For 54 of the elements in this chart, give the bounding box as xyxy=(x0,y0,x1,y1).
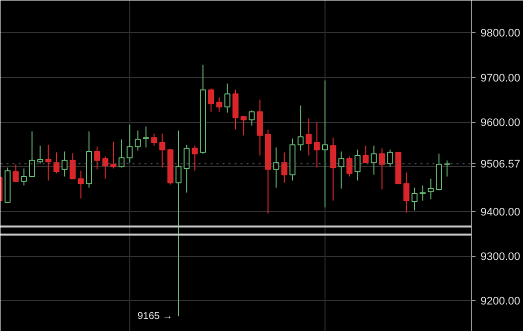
candlestick xyxy=(94,146,100,170)
y-tick-label: 9700.00 xyxy=(480,72,520,84)
candlestick xyxy=(420,184,426,202)
candlestick xyxy=(248,110,255,126)
candlestick xyxy=(444,160,450,177)
candlestick xyxy=(110,141,116,169)
candlestick xyxy=(354,149,361,182)
candlestick xyxy=(62,150,68,177)
candlestick xyxy=(12,164,19,183)
candlestick xyxy=(306,118,312,156)
y-tick-label: 9400.00 xyxy=(480,206,520,218)
candlestick xyxy=(346,156,352,177)
candlestick xyxy=(216,96,222,112)
candlestick xyxy=(176,130,182,317)
candlestick xyxy=(403,172,410,214)
candlestick xyxy=(256,99,263,156)
annotation: 9165 → xyxy=(138,310,173,322)
candlestick xyxy=(314,122,320,168)
candlestick xyxy=(232,89,239,130)
candlestick xyxy=(159,133,166,168)
ref-line-label: 9506.57 xyxy=(480,158,520,171)
candlestick xyxy=(134,130,141,152)
candlestick xyxy=(53,152,60,174)
candlestick xyxy=(338,150,344,190)
y-tick-label: 9800.00 xyxy=(480,28,520,40)
candlestick xyxy=(387,149,394,168)
candlestick xyxy=(70,152,76,180)
candlestick xyxy=(78,170,84,199)
candlestick xyxy=(330,137,336,202)
candlestick xyxy=(412,187,418,211)
candlestick xyxy=(362,145,369,164)
candlestick xyxy=(192,145,198,172)
candlestick xyxy=(298,104,304,152)
candlestick xyxy=(378,148,385,190)
candlestick xyxy=(151,133,158,146)
candlestick xyxy=(20,168,27,186)
candlestick xyxy=(184,144,190,194)
y-tick-label: 9600.00 xyxy=(480,117,520,129)
candlestick xyxy=(208,88,214,112)
y-tick-label: 9300.00 xyxy=(480,251,520,264)
candlestick xyxy=(240,115,247,136)
candlestick xyxy=(37,145,44,164)
candlestick xyxy=(428,178,434,200)
candlestick xyxy=(126,124,133,164)
candlestick xyxy=(29,130,36,177)
candlestick xyxy=(102,156,108,180)
candlestick xyxy=(224,83,230,114)
candlestick xyxy=(273,146,280,188)
candlestick xyxy=(370,145,377,176)
y-tick-label: 9200.00 xyxy=(480,296,520,308)
candlestick xyxy=(118,138,125,168)
candlestick xyxy=(281,152,288,184)
candlestick xyxy=(142,126,149,148)
candlestick xyxy=(45,144,52,182)
